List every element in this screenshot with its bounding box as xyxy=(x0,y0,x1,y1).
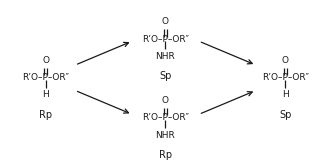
Text: NHR: NHR xyxy=(156,52,175,61)
Text: Sp: Sp xyxy=(279,110,292,120)
Text: NHR: NHR xyxy=(156,131,175,140)
Text: R’O–P–OR″: R’O–P–OR″ xyxy=(262,73,309,82)
Text: Sp: Sp xyxy=(159,71,172,81)
Text: H: H xyxy=(282,91,289,100)
Text: O: O xyxy=(162,17,169,26)
Text: R’O–P–OR″: R’O–P–OR″ xyxy=(142,114,189,122)
Text: Rp: Rp xyxy=(159,150,172,160)
Text: Rp: Rp xyxy=(39,110,52,120)
Text: R’O–P–OR″: R’O–P–OR″ xyxy=(22,73,69,82)
Text: R’O–P–OR″: R’O–P–OR″ xyxy=(142,35,189,44)
Text: O: O xyxy=(42,56,49,65)
Text: O: O xyxy=(282,56,289,65)
Text: O: O xyxy=(162,96,169,105)
Text: H: H xyxy=(42,91,49,100)
